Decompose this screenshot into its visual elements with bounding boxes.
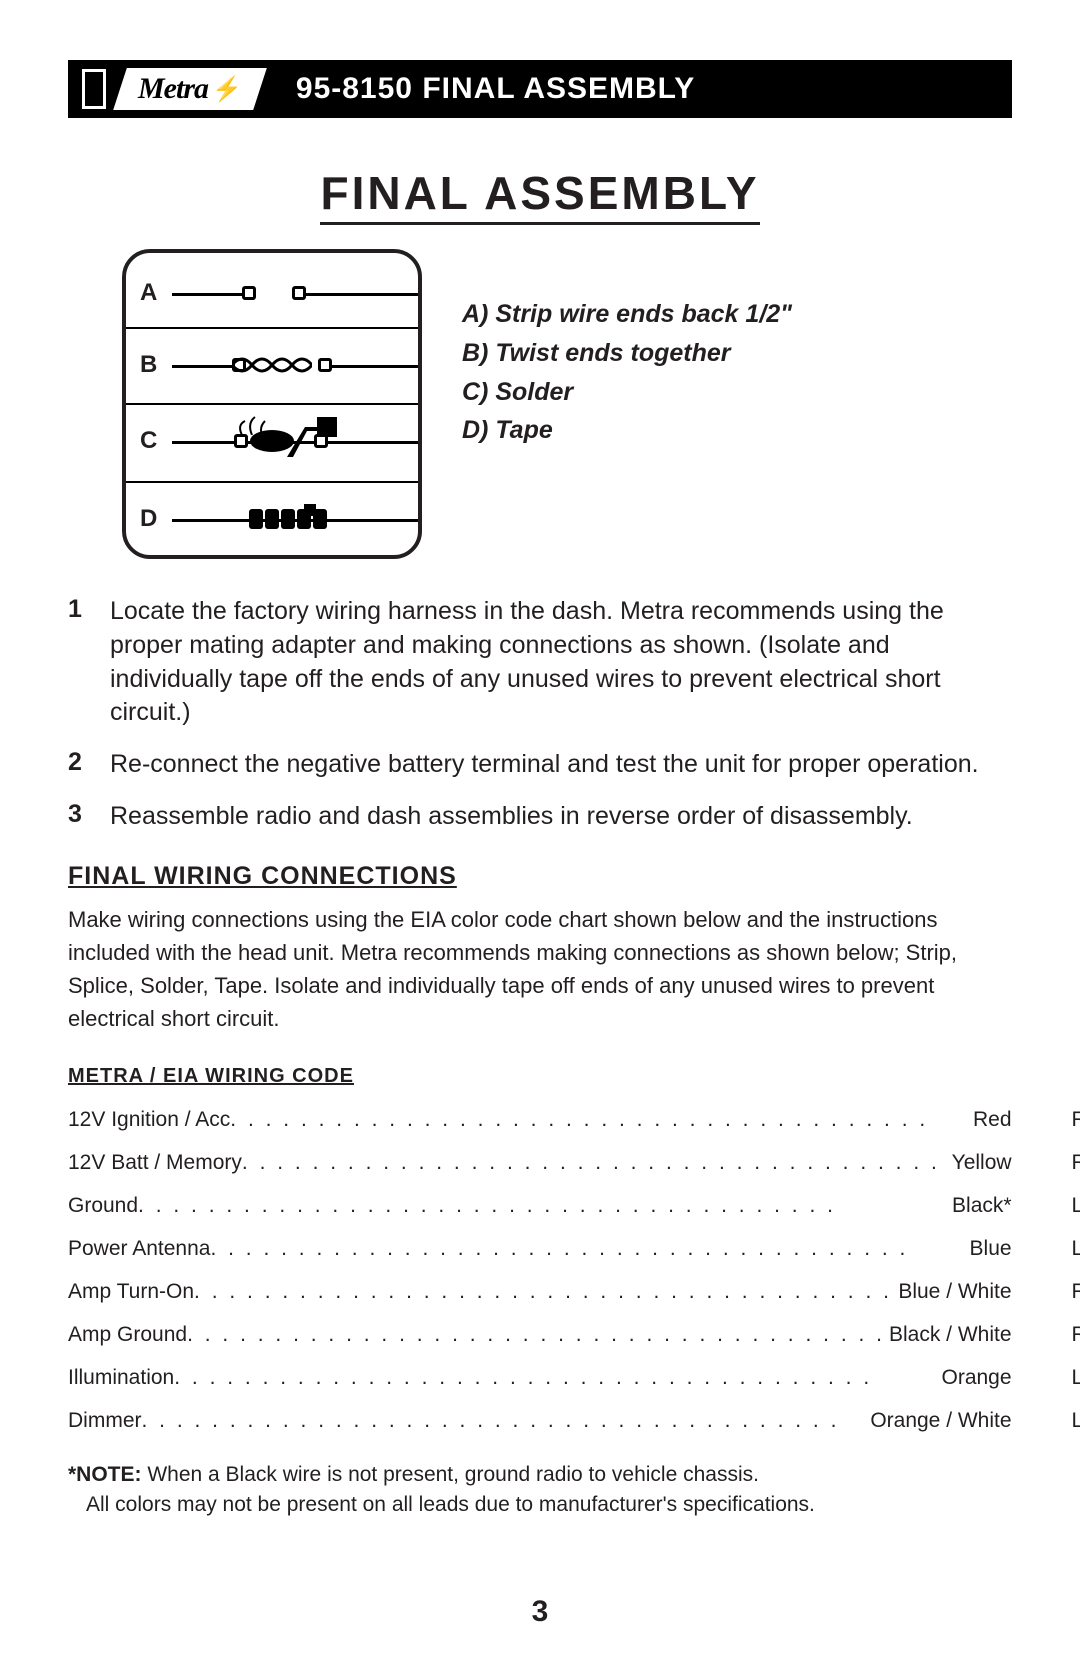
diagram-label-d: D [140, 505, 157, 533]
diagram-label-b: B [140, 351, 157, 379]
wiring-value: Black* [948, 1184, 1012, 1227]
diagram-steps: A) Strip wire ends back 1/2" B) Twist en… [462, 295, 792, 450]
smoke-icon [237, 415, 267, 435]
page-number: 3 [0, 1595, 1080, 1629]
wiring-label: Right Front (+) [1072, 1098, 1080, 1141]
diagram-section: A B C [68, 249, 1012, 559]
diagram-label-c: C [140, 427, 157, 455]
wiring-label: Dimmer [68, 1399, 142, 1442]
wiring-label: Left Front (-) [1072, 1227, 1080, 1270]
wiring-label: Ground [68, 1184, 138, 1227]
wiring-label: Left Front (+) [1072, 1184, 1080, 1227]
note-line2: All colors may not be present on all lea… [68, 1490, 815, 1520]
instruction-number: 2 [68, 748, 88, 782]
dot-leader: . . . . . . . . . . . . . . . . . . . . … [174, 1356, 937, 1399]
instruction-item: 2 Re-connect the negative battery termina… [68, 748, 1012, 782]
step-d: D) Tape [462, 411, 792, 450]
solder-iron-icon [287, 417, 347, 457]
wiring-label: Right Rear (+) [1072, 1270, 1080, 1313]
wire-diagram: A B C [122, 249, 422, 559]
wiring-code-heading: METRA / EIA WIRING CODE [68, 1065, 1012, 1088]
numbered-instructions: 1Locate the factory wiring harness in th… [68, 595, 1012, 834]
footnote: *NOTE: When a Black wire is not present,… [68, 1460, 1012, 1521]
page-title: FINAL ASSEMBLY [320, 166, 759, 225]
wiring-label: Amp Turn-On [68, 1270, 194, 1313]
header-ornament-box [82, 69, 106, 109]
wiring-value: Blue [966, 1227, 1012, 1270]
instruction-text: Re-connect the negative battery terminal… [110, 748, 979, 782]
wiring-label: 12V Batt / Memory [68, 1141, 242, 1184]
header-bar: Metra ⚡ 95-8150 FINAL ASSEMBLY [68, 60, 1012, 118]
header-title: 95-8150 FINAL ASSEMBLY [296, 72, 695, 106]
wiring-code-left-col: 12V Ignition / Acc . . . . . . . . . . .… [68, 1098, 1012, 1442]
wiring-code-row: Amp Turn-On . . . . . . . . . . . . . . … [68, 1270, 1012, 1313]
wiring-label: Right Front (-) [1072, 1141, 1080, 1184]
step-b: B) Twist ends together [462, 334, 792, 373]
wiring-label: Left Rear (-) [1072, 1399, 1080, 1442]
wiring-label: Power Antenna [68, 1227, 210, 1270]
diagram-label-a: A [140, 279, 157, 307]
wiring-code-row: Amp Ground . . . . . . . . . . . . . . .… [68, 1313, 1012, 1356]
wiring-code-row: Dimmer . . . . . . . . . . . . . . . . .… [68, 1399, 1012, 1442]
dot-leader: . . . . . . . . . . . . . . . . . . . . … [138, 1184, 948, 1227]
wiring-code-row: Right Rear (+) . . . . . . . . . . . . .… [1072, 1270, 1080, 1313]
wiring-code-row: Right Front (+) . . . . . . . . . . . . … [1072, 1098, 1080, 1141]
twist-icon [232, 353, 312, 377]
wiring-code-row: Left Rear (-) . . . . . . . . . . . . . … [1072, 1399, 1080, 1442]
wiring-code-row: Right Rear (-) . . . . . . . . . . . . .… [1072, 1313, 1080, 1356]
wiring-value: Black / White [885, 1313, 1012, 1356]
instruction-item: 1Locate the factory wiring harness in th… [68, 595, 1012, 730]
instruction-number: 3 [68, 800, 88, 834]
wiring-value: Red [969, 1098, 1012, 1141]
instruction-item: 3 Reassemble radio and dash assemblies in… [68, 800, 1012, 834]
dot-leader: . . . . . . . . . . . . . . . . . . . . … [242, 1141, 948, 1184]
instruction-number: 1 [68, 595, 88, 730]
wiring-value: Yellow [948, 1141, 1012, 1184]
wiring-label: Left Rear (+) [1072, 1356, 1080, 1399]
logo-text: Metra [138, 72, 208, 106]
wiring-code-row: 12V Batt / Memory . . . . . . . . . . . … [68, 1141, 1012, 1184]
wiring-label: Amp Ground [68, 1313, 187, 1356]
step-a: A) Strip wire ends back 1/2" [462, 295, 792, 334]
dot-leader: . . . . . . . . . . . . . . . . . . . . … [187, 1313, 885, 1356]
bolt-icon: ⚡ [212, 75, 242, 104]
note-bold: *NOTE: [68, 1463, 142, 1486]
wiring-code-row: 12V Ignition / Acc . . . . . . . . . . .… [68, 1098, 1012, 1141]
wiring-code-row: Right Front (-) . . . . . . . . . . . . … [1072, 1141, 1080, 1184]
wiring-label: Illumination [68, 1356, 174, 1399]
dot-leader: . . . . . . . . . . . . . . . . . . . . … [210, 1227, 965, 1270]
note-line1: When a Black wire is not present, ground… [142, 1463, 759, 1486]
instruction-text: Reassemble radio and dash assemblies in … [110, 800, 913, 834]
wiring-code-table: 12V Ignition / Acc . . . . . . . . . . .… [68, 1098, 1012, 1442]
wiring-value: Orange [938, 1356, 1012, 1399]
wiring-label: 12V Ignition / Acc [68, 1098, 230, 1141]
dot-leader: . . . . . . . . . . . . . . . . . . . . … [194, 1270, 894, 1313]
dot-leader: . . . . . . . . . . . . . . . . . . . . … [142, 1399, 867, 1442]
wiring-code-row: Power Antenna . . . . . . . . . . . . . … [68, 1227, 1012, 1270]
wiring-code-row: Left Front (-) . . . . . . . . . . . . .… [1072, 1227, 1080, 1270]
wiring-code-right-col: Right Front (+) . . . . . . . . . . . . … [1072, 1098, 1080, 1442]
step-c: C) Solder [462, 373, 792, 412]
wiring-code-row: Left Front (+) . . . . . . . . . . . . .… [1072, 1184, 1080, 1227]
wiring-code-row: Ground . . . . . . . . . . . . . . . . .… [68, 1184, 1012, 1227]
wiring-code-row: Illumination . . . . . . . . . . . . . .… [68, 1356, 1012, 1399]
wiring-label: Right Rear (-) [1072, 1313, 1080, 1356]
logo: Metra ⚡ [113, 68, 267, 110]
section-heading: FINAL WIRING CONNECTIONS [68, 862, 1012, 891]
tape-flag-icon [304, 504, 316, 516]
wiring-code-row: Left Rear (+) . . . . . . . . . . . . . … [1072, 1356, 1080, 1399]
instruction-text: Locate the factory wiring harness in the… [110, 595, 1012, 730]
dot-leader: . . . . . . . . . . . . . . . . . . . . … [230, 1098, 969, 1141]
wiring-value: Orange / White [866, 1399, 1011, 1442]
section-body: Make wiring connections using the EIA co… [68, 903, 1012, 1035]
wiring-value: Blue / White [894, 1270, 1011, 1313]
